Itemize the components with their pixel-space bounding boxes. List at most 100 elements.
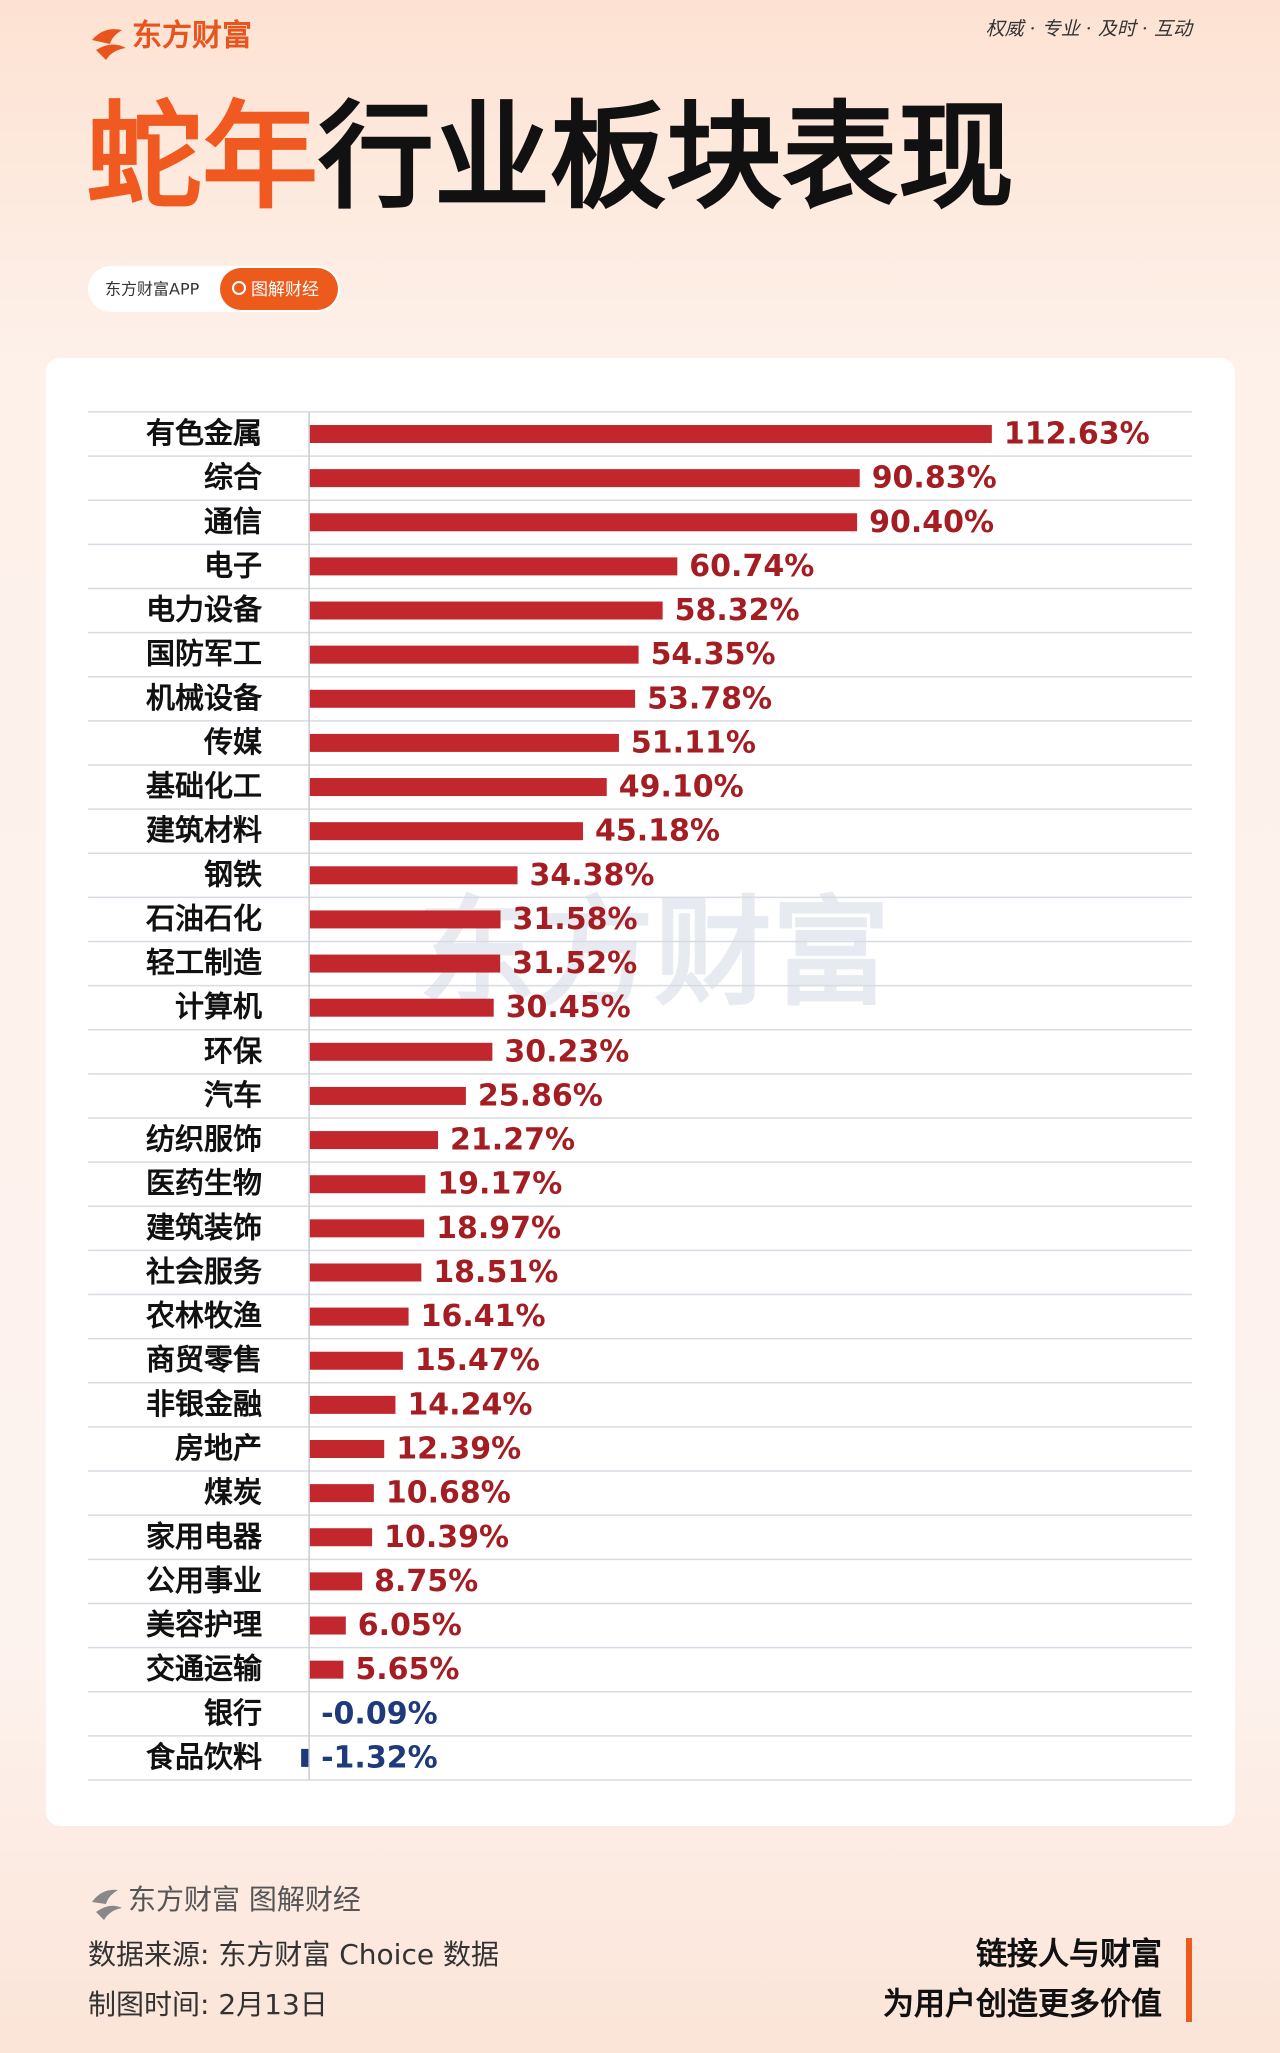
title-main: 行业板块表现 — [318, 90, 1014, 225]
bar — [309, 469, 860, 488]
category-label: 石油石化 — [145, 901, 262, 935]
value-label: 45.18% — [595, 814, 720, 849]
value-label: 25.86% — [478, 1078, 603, 1113]
category-label: 计算机 — [175, 990, 262, 1024]
bar — [309, 822, 583, 841]
value-label: 21.27% — [450, 1123, 575, 1158]
footer-brand: 东方财富 图解财经 — [128, 1883, 361, 1916]
category-label: 医药生物 — [146, 1166, 262, 1200]
bar — [309, 1042, 493, 1061]
category-label: 汽车 — [204, 1078, 262, 1112]
category-label: 银行 — [204, 1696, 262, 1730]
bar — [309, 954, 501, 973]
category-label: 公用事业 — [146, 1563, 262, 1597]
tagline-2: 为用户创造更多价值 — [883, 1987, 1162, 2023]
footer-date: 制图时间: 2月13日 — [88, 1988, 328, 2021]
title-highlight: 蛇年 — [86, 90, 318, 225]
category-label: 交通运输 — [146, 1652, 263, 1686]
tagline-1: 链接人与财富 — [976, 1937, 1162, 1973]
footer-logo-icon — [92, 1889, 122, 1920]
chart-title: 蛇年行业板块表现 — [86, 90, 1014, 225]
value-label: -0.09% — [321, 1696, 438, 1731]
bar — [309, 998, 494, 1017]
value-label: 60.74% — [689, 549, 814, 584]
value-label: 30.23% — [504, 1034, 629, 1069]
value-label: 19.17% — [437, 1167, 562, 1202]
category-label: 基础化工 — [146, 769, 262, 803]
category-label: 国防军工 — [146, 637, 262, 671]
category-label: 房地产 — [175, 1431, 262, 1465]
bar — [309, 513, 858, 532]
value-label: 15.47% — [415, 1343, 540, 1378]
category-label: 传媒 — [203, 725, 263, 759]
bar — [309, 1528, 373, 1547]
category-label: 综合 — [204, 460, 262, 494]
category-label: 非银金融 — [146, 1387, 262, 1421]
category-label: 电子 — [204, 548, 262, 582]
bar — [309, 557, 678, 576]
category-label: 社会服务 — [146, 1254, 262, 1288]
value-label: 54.35% — [651, 637, 776, 672]
bar — [309, 1131, 439, 1150]
category-label: 纺织服饰 — [146, 1122, 262, 1156]
category-label: 有色金属 — [146, 416, 262, 450]
value-label: 10.68% — [386, 1476, 511, 1511]
value-label: 31.52% — [512, 946, 637, 981]
bar — [309, 733, 619, 752]
search-source: 东方财富APP — [105, 280, 200, 299]
category-label: 轻工制造 — [146, 946, 262, 980]
bar — [309, 1175, 426, 1194]
value-label: 18.51% — [433, 1255, 558, 1290]
value-label: 16.41% — [421, 1299, 546, 1334]
value-label: 90.40% — [869, 505, 994, 540]
category-label: 建筑装饰 — [146, 1210, 262, 1244]
value-label: 8.75% — [374, 1564, 478, 1599]
bar — [309, 1572, 363, 1591]
bar — [309, 866, 518, 885]
value-label: 18.97% — [436, 1211, 561, 1246]
bar — [309, 645, 639, 664]
value-label: 34.38% — [530, 858, 655, 893]
footer-source: 数据来源: 东方财富 Choice 数据 — [88, 1938, 499, 1971]
value-label: 5.65% — [355, 1652, 459, 1687]
watermark: 东方财富 — [418, 884, 890, 1022]
plot: 东方财富 有色金属 112.63% 综合 90.83% 通信 90.40% 电子 60.74% 电… — [88, 411, 1192, 1781]
category-label: 建筑材料 — [146, 813, 262, 847]
value-label: 31.58% — [513, 902, 638, 937]
category-label: 商贸零售 — [146, 1343, 262, 1377]
bar — [309, 1351, 403, 1370]
bar — [309, 1307, 409, 1326]
category-label: 电力设备 — [146, 593, 263, 627]
value-label: 12.39% — [396, 1431, 521, 1466]
value-label: 53.78% — [647, 681, 772, 716]
category-label: 农林牧渔 — [145, 1299, 262, 1333]
search-icon — [232, 281, 246, 295]
slogan: 权威 · 专业 · 及时 · 互动 — [986, 18, 1194, 40]
category-label: 美容护理 — [146, 1608, 262, 1642]
tagline-accent — [1186, 1938, 1192, 2022]
value-label: -1.32% — [321, 1740, 438, 1775]
category-label: 家用电器 — [146, 1519, 263, 1553]
bar — [309, 689, 636, 708]
value-label: 51.11% — [631, 725, 756, 760]
category-label: 钢铁 — [204, 857, 262, 891]
category-label: 通信 — [204, 504, 262, 538]
value-label: 112.63% — [1004, 417, 1150, 452]
bar — [309, 1616, 346, 1635]
category-label: 机械设备 — [146, 681, 263, 715]
bar — [301, 1748, 310, 1767]
bar — [309, 1086, 466, 1105]
category-label: 煤炭 — [204, 1475, 262, 1509]
search-button — [220, 268, 338, 310]
value-label: 30.45% — [506, 990, 631, 1025]
value-label: 90.83% — [872, 461, 997, 496]
bar — [309, 1219, 425, 1238]
bar — [309, 1484, 374, 1503]
chart-card — [46, 358, 1235, 1826]
value-label: 49.10% — [619, 770, 744, 805]
bar — [309, 1263, 422, 1282]
value-label: 6.05% — [358, 1608, 462, 1643]
logo-icon — [92, 29, 126, 60]
